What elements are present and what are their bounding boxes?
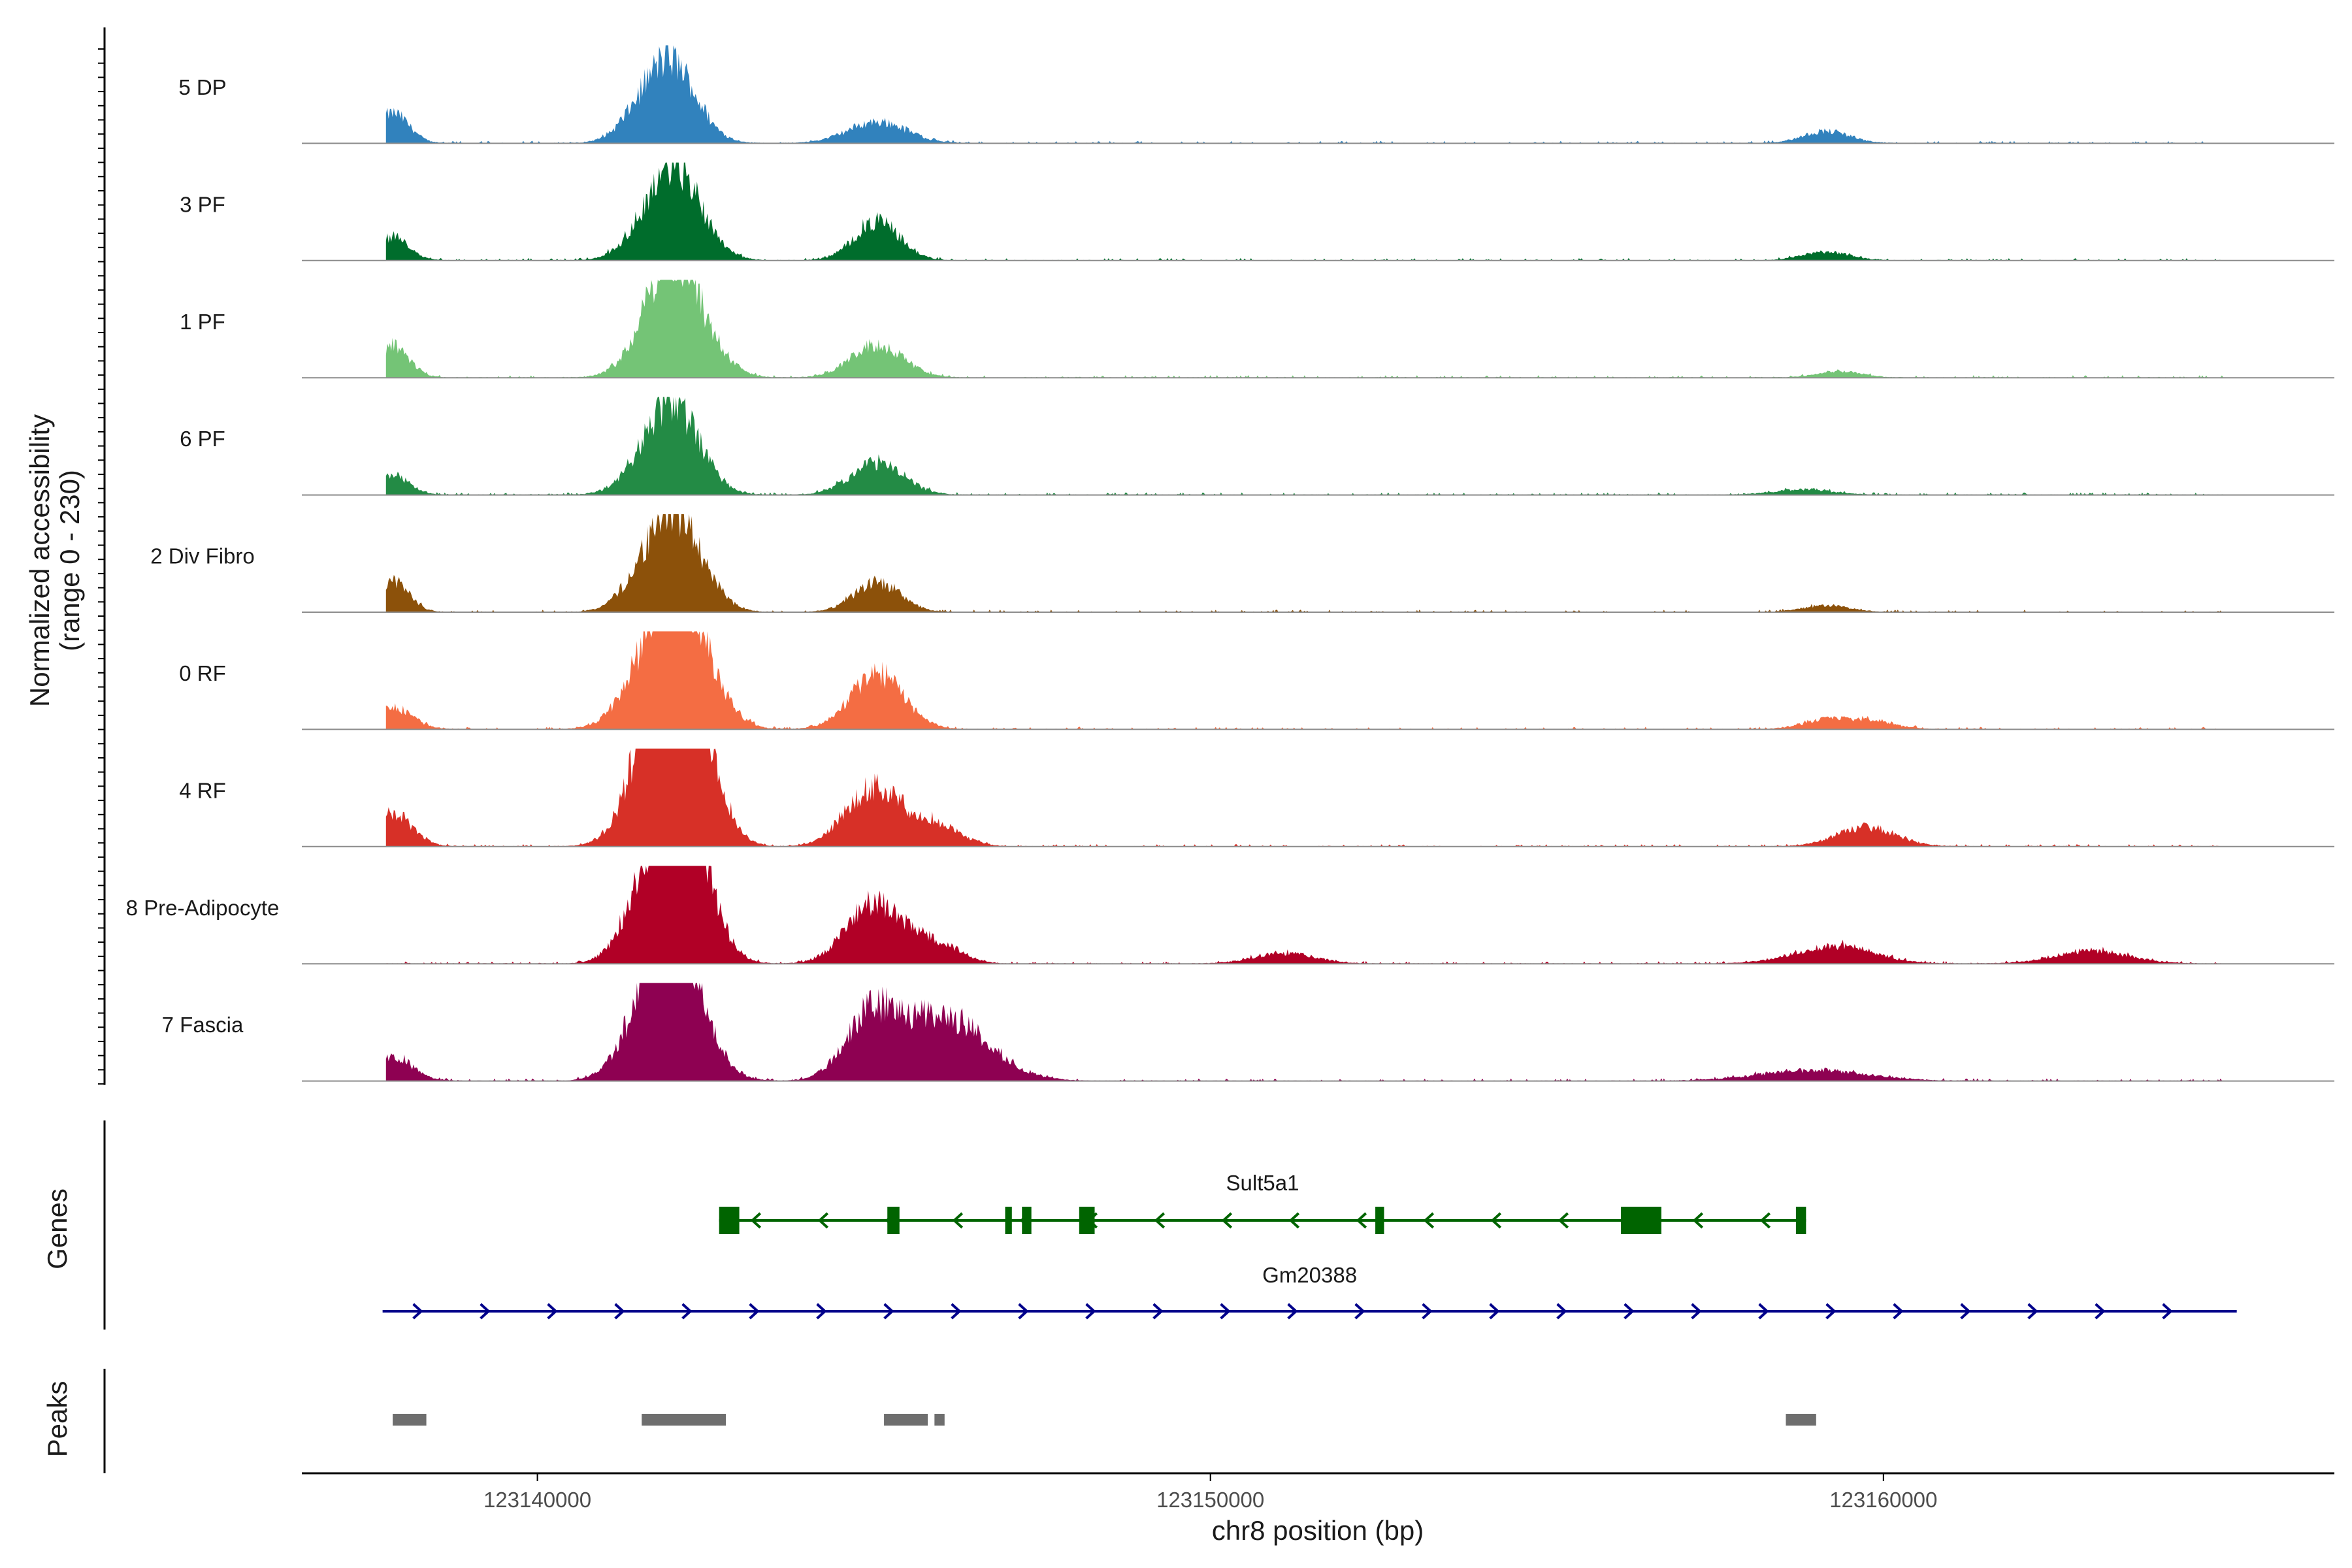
strand-arrow <box>1556 1303 1567 1320</box>
track-label: 0 RF <box>179 661 226 685</box>
exon <box>1005 1207 1012 1234</box>
strand-arrow <box>1085 1303 1096 1320</box>
strand-arrow <box>1759 1212 1771 1229</box>
track-label: 3 PF <box>180 192 225 216</box>
peaks-track <box>393 1414 1816 1426</box>
coverage-area <box>385 514 2224 612</box>
track-2-div-fibro: 2 Div Fibro <box>150 514 2334 613</box>
exon <box>1621 1207 1661 1234</box>
strand-arrow <box>1152 1303 1164 1320</box>
strand-arrow <box>1893 1303 1904 1320</box>
strand-arrow <box>2027 1303 2038 1320</box>
peak-region <box>1786 1414 1816 1426</box>
track-label: 4 RF <box>179 778 226 802</box>
strand-arrow <box>1154 1212 1166 1229</box>
strand-arrow <box>817 1212 829 1229</box>
strand-arrow <box>1758 1303 1769 1320</box>
strand-arrow <box>1691 1303 1702 1320</box>
track-label: 8 Pre-Adipocyte <box>126 896 280 920</box>
coverage-area <box>385 983 2224 1081</box>
coverage-area <box>385 280 2224 378</box>
peak-region <box>393 1414 427 1426</box>
gene-gm20388: Gm20388 <box>382 1263 2237 1320</box>
track-label: 2 Div Fibro <box>150 544 255 568</box>
exon <box>1022 1207 1032 1234</box>
strand-arrow <box>681 1303 693 1320</box>
strand-arrow <box>951 1303 962 1320</box>
strand-arrow <box>1558 1212 1569 1229</box>
strand-arrow <box>1423 1212 1435 1229</box>
exon <box>1079 1207 1095 1234</box>
x-axis-title: chr8 position (bp) <box>1212 1515 1424 1546</box>
strand-arrow <box>1221 1212 1233 1229</box>
y-axis-title-line1: Normalized accessibility <box>24 414 55 707</box>
track-label: 6 PF <box>180 427 225 451</box>
exon <box>1795 1207 1806 1234</box>
track-1-pf: 1 PF <box>180 280 2334 379</box>
track-8-pre-adipocyte: 8 Pre-Adipocyte <box>126 866 2334 965</box>
strand-arrow <box>1287 1303 1298 1320</box>
coverage-area <box>385 162 2224 261</box>
gene-sult5a1: Sult5a1 <box>719 1171 1806 1234</box>
track-label: 5 DP <box>178 75 226 99</box>
strand-arrow <box>1624 1303 1635 1320</box>
strand-arrow <box>1288 1212 1300 1229</box>
strand-arrow <box>952 1212 964 1229</box>
strand-arrow <box>1018 1303 1029 1320</box>
coverage-tracks: 5 DP 3 PF 1 PF 6 PF 2 Div Fibro 0 RF 4 RF 8 Pre… <box>126 45 2334 1082</box>
peaks-track-label: Peaks <box>42 1381 73 1458</box>
strand-arrow <box>1825 1303 1837 1320</box>
strand-arrow <box>1489 1303 1500 1320</box>
strand-arrow <box>1422 1303 1433 1320</box>
strand-arrow <box>1490 1212 1502 1229</box>
strand-arrow <box>1220 1303 1231 1320</box>
track-6-pf: 6 PF <box>180 397 2334 496</box>
gene-label: Gm20388 <box>1262 1263 1357 1287</box>
track-0-rf: 0 RF <box>179 631 2334 730</box>
gene-track: Sult5a1 Gm20388 <box>382 1171 2237 1320</box>
strand-arrow <box>1354 1303 1365 1320</box>
strand-arrow <box>750 1212 762 1229</box>
coverage-area <box>385 397 2224 495</box>
strand-arrow <box>816 1303 827 1320</box>
x-axis-tick-label: 123160000 <box>1829 1488 1937 1512</box>
y-axis-title-line2: (range 0 - 230) <box>54 470 85 651</box>
strand-arrow <box>1356 1212 1367 1229</box>
track-4-rf: 4 RF <box>179 748 2334 847</box>
coverage-area <box>385 866 2224 964</box>
x-axis-tick-label: 123150000 <box>1156 1488 1264 1512</box>
track-5-dp: 5 DP <box>178 45 2334 144</box>
exon <box>719 1207 740 1234</box>
peak-region <box>934 1414 945 1426</box>
strand-arrow <box>412 1303 423 1320</box>
coverage-area <box>385 631 2224 730</box>
strand-arrow <box>1960 1303 1971 1320</box>
axes: 123140000 123150000 123160000 <box>98 27 2334 1512</box>
exon <box>1375 1207 1384 1234</box>
strand-arrow <box>1692 1212 1704 1229</box>
coverage-area <box>385 748 2224 847</box>
exon <box>887 1207 900 1234</box>
gene-label: Sult5a1 <box>1226 1171 1299 1195</box>
strand-arrow <box>883 1303 894 1320</box>
strand-arrow <box>480 1303 491 1320</box>
strand-arrow <box>2095 1303 2106 1320</box>
y-axis-title: Normalized accessibility (range 0 - 230) <box>24 414 85 707</box>
track-7-fascia: 7 Fascia <box>162 983 2334 1082</box>
track-label: 1 PF <box>180 310 225 334</box>
peak-region <box>884 1414 928 1426</box>
peak-region <box>642 1414 726 1426</box>
x-axis-tick-label: 123140000 <box>483 1488 591 1512</box>
strand-arrow <box>614 1303 625 1320</box>
track-3-pf: 3 PF <box>180 162 2334 261</box>
coverage-area <box>385 45 2224 144</box>
genes-track-label: Genes <box>42 1188 73 1269</box>
strand-arrow <box>547 1303 558 1320</box>
track-label: 7 Fascia <box>162 1013 244 1037</box>
strand-arrow <box>749 1303 760 1320</box>
strand-arrow <box>2162 1303 2173 1320</box>
